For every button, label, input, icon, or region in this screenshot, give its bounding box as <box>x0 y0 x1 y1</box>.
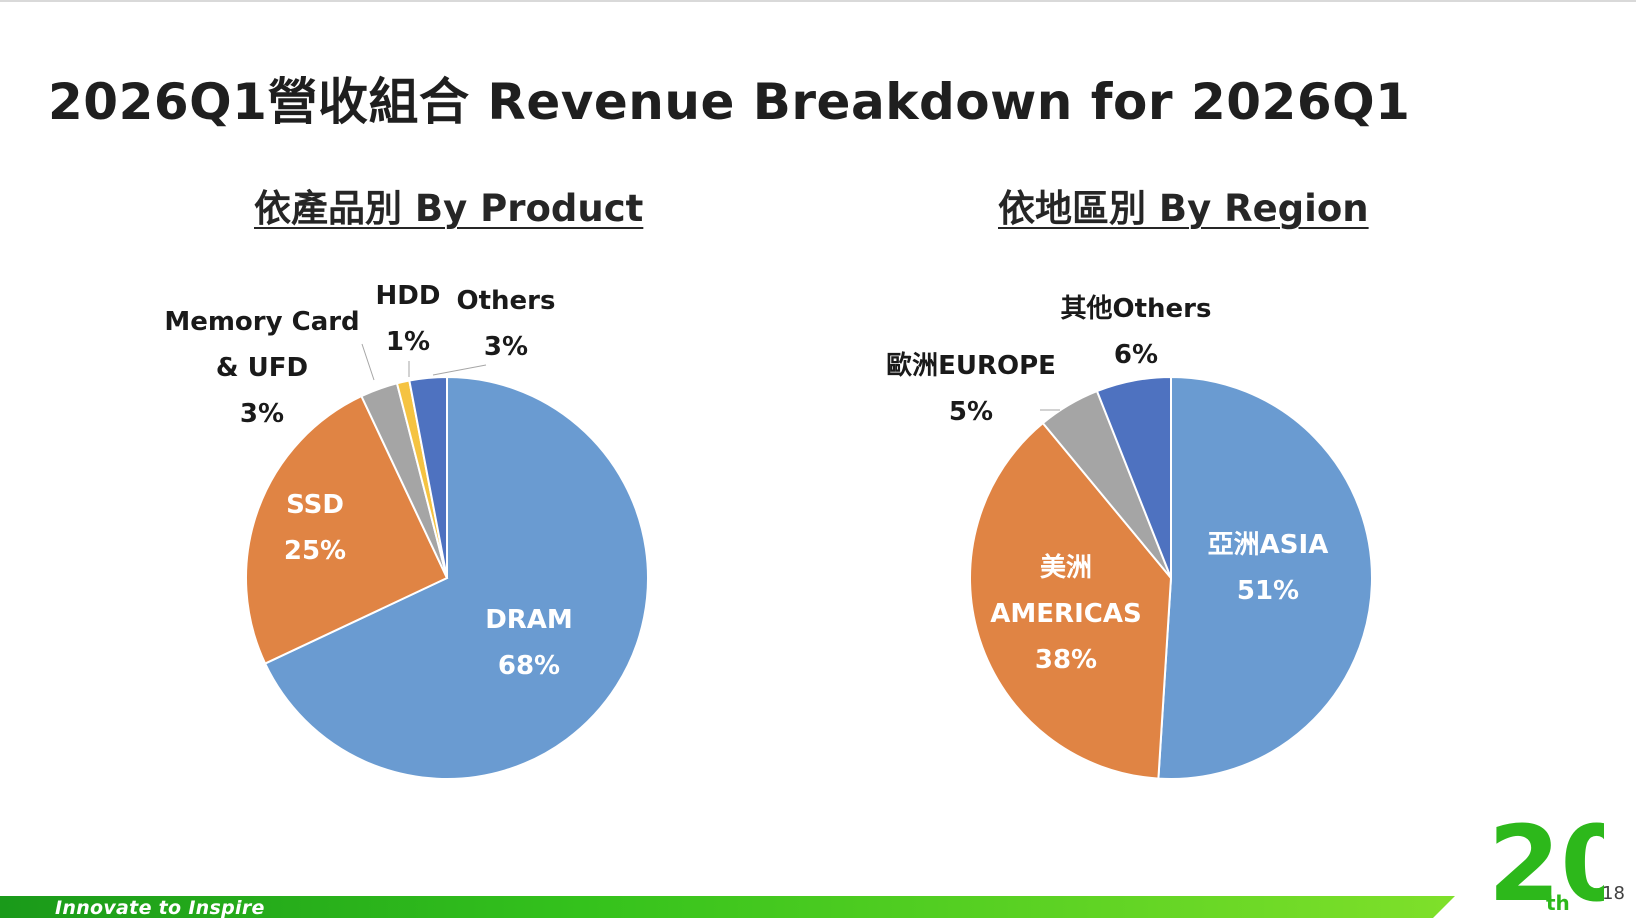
pie-slice-dram <box>263 375 649 780</box>
logo-number: 20 <box>1488 804 1604 914</box>
pie-slice-others <box>408 375 448 579</box>
slide-title: 2026Q1營收組合 Revenue Breakdown for 2026Q1 <box>48 73 1411 131</box>
data-label-americas: 美洲 AMERICAS 38% <box>990 552 1141 675</box>
chart-title-region: 依地區別 By Region <box>998 187 1369 230</box>
logo-suffix: th <box>1546 891 1570 914</box>
pie-chart-product: DRAM 68% SSD 25% Memory Card & UFD 3% HDD 1%Othe… <box>164 281 649 780</box>
pie-slice-americas <box>969 421 1173 780</box>
data-label-hdd: HDD 1% <box>376 281 441 357</box>
footer-slogan: Innovate to Inspire <box>55 897 265 919</box>
data-label-others: 其他Others 6% <box>1061 294 1212 370</box>
page-number: 18 <box>1602 883 1625 904</box>
pie-chart-region: 亞洲ASIA 51% 美洲 AMERICAS 38% 歐洲EUROPE 5%其他Others… <box>886 294 1374 780</box>
top-divider <box>0 0 1636 2</box>
data-label-europe: 歐洲EUROPE 5% <box>886 351 1056 427</box>
data-label-ssd: SSD 25% <box>284 490 346 566</box>
leader-line-memory-card-ufd <box>361 343 375 381</box>
chart-title-product: 依產品別 By Product <box>254 187 644 230</box>
data-label-memory-card-ufd: Memory Card & UFD 3% <box>164 307 359 429</box>
pie-slice-others <box>1095 375 1172 579</box>
pie-slice-asia <box>1157 375 1374 780</box>
leader-line-others <box>432 364 487 376</box>
data-label-asia: 亞洲ASIA 51% <box>1208 530 1329 606</box>
data-label-others: Others 3% <box>457 286 556 362</box>
footer-bar <box>0 896 1455 918</box>
pie-slice-ssd <box>245 394 449 665</box>
anniversary-logo-icon: 20 th <box>1488 804 1604 914</box>
data-label-dram: DRAM 68% <box>485 605 573 681</box>
